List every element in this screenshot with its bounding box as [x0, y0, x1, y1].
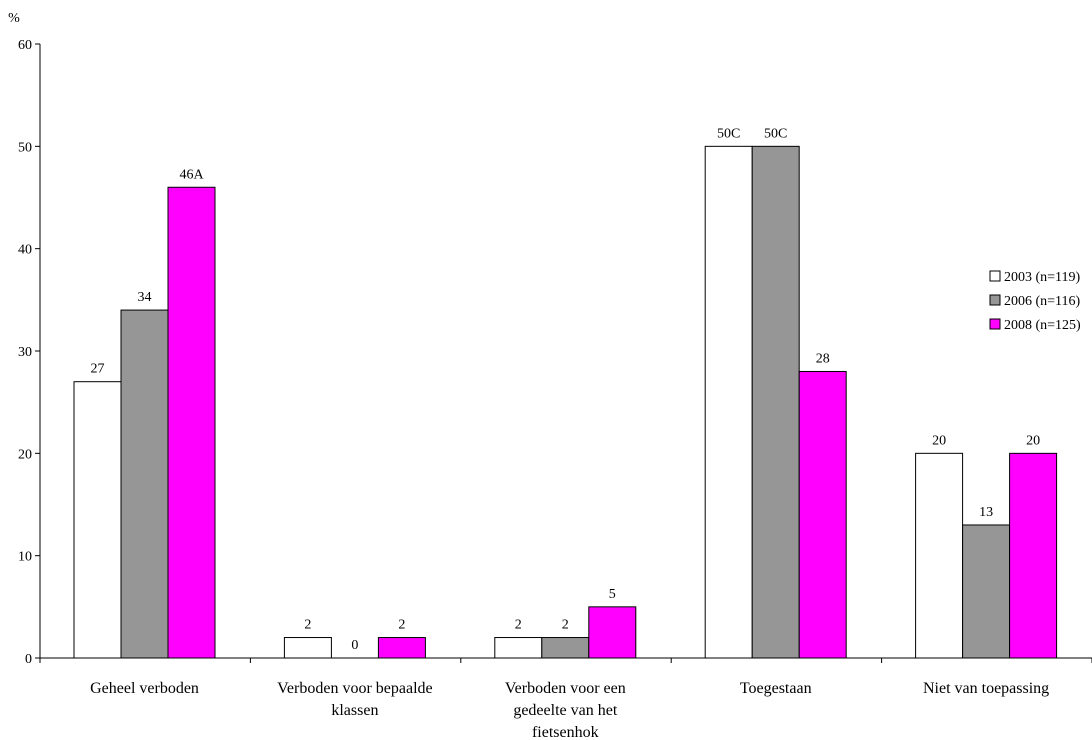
legend-swatch — [989, 318, 1001, 330]
bar — [962, 524, 1011, 659]
legend-swatch — [989, 270, 1001, 282]
bar — [704, 145, 753, 659]
bar — [915, 452, 964, 659]
category-label: Toegestaan — [740, 680, 812, 697]
data-label: 28 — [816, 351, 830, 366]
bar — [541, 637, 590, 659]
category-label: klassen — [331, 702, 378, 719]
data-label: 20 — [1026, 433, 1040, 448]
legend-label: 2008 (n=125) — [1004, 318, 1081, 333]
data-label: 46A — [179, 167, 204, 182]
category-label: fietsenhok — [532, 724, 599, 740]
y-axis: 0 10 20 30 40 50 60 — [18, 38, 41, 667]
y-tick-label: 30 — [18, 345, 32, 360]
bars — [73, 145, 1058, 659]
category-label: Verboden voor een — [505, 680, 626, 697]
category-labels: Geheel verboden Verboden voor bepaalde kla… — [90, 680, 1049, 740]
category-label: Geheel verboden — [90, 680, 199, 697]
data-label: 20 — [932, 433, 946, 448]
data-label: 2 — [304, 618, 311, 633]
bar — [120, 309, 169, 659]
y-tick-label: 40 — [18, 243, 32, 258]
data-label: 2 — [515, 618, 522, 633]
y-tick-label: 0 — [25, 652, 32, 667]
category-label: gedeelte van het — [513, 702, 618, 719]
y-tick-label: 20 — [18, 447, 32, 462]
data-label: 2 — [562, 618, 569, 633]
bar — [798, 370, 847, 659]
data-label: 50C — [717, 126, 740, 141]
data-label: 13 — [979, 505, 993, 520]
data-label: 34 — [138, 290, 152, 305]
category-label: Verboden voor bepaalde — [277, 680, 433, 697]
bar — [283, 637, 332, 659]
data-label: 5 — [609, 587, 616, 602]
legend-label: 2003 (n=119) — [1004, 270, 1081, 285]
bar — [1009, 452, 1058, 659]
data-label: 0 — [351, 638, 358, 653]
y-tick-label: 60 — [18, 38, 32, 53]
data-label: 27 — [91, 362, 105, 377]
x-axis — [39, 657, 1092, 663]
bar — [588, 606, 637, 659]
bar — [73, 381, 122, 659]
y-tick-label: 10 — [18, 550, 32, 565]
legend-label: 2006 (n=116) — [1004, 294, 1081, 309]
legend-swatch — [989, 294, 1001, 306]
y-tick-label: 50 — [18, 140, 32, 155]
legend: 2003 (n=119) 2006 (n=116) 2008 (n=125) — [989, 270, 1081, 333]
bar — [377, 637, 426, 659]
bar — [167, 186, 216, 659]
data-label: 50C — [764, 126, 787, 141]
bar — [494, 637, 543, 659]
bar — [751, 145, 800, 659]
data-label: 2 — [398, 618, 405, 633]
category-label: Niet van toepassing — [923, 680, 1049, 697]
y-axis-label: % — [8, 11, 20, 26]
